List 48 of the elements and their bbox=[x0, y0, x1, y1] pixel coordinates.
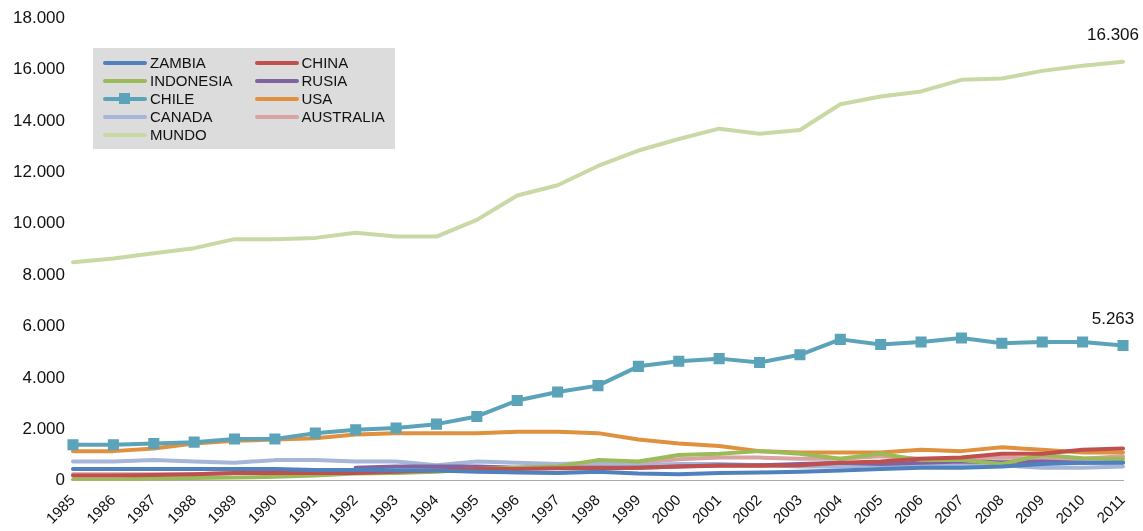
annotation: 16.306 bbox=[1087, 24, 1139, 44]
y-tick-label: 14.000 bbox=[13, 110, 65, 130]
legend-label: AUSTRALIA bbox=[301, 108, 385, 126]
point bbox=[875, 338, 887, 351]
point bbox=[955, 332, 967, 344]
legend-label: CHILE bbox=[149, 90, 195, 108]
point bbox=[430, 418, 442, 430]
point bbox=[1036, 336, 1048, 348]
point bbox=[67, 439, 79, 451]
point bbox=[107, 439, 119, 451]
point bbox=[673, 355, 685, 367]
y-tick-label: 18.000 bbox=[13, 7, 65, 27]
point bbox=[148, 437, 160, 449]
point bbox=[552, 386, 564, 398]
point bbox=[996, 337, 1008, 349]
legend-label: CANADA bbox=[149, 108, 213, 126]
point bbox=[1077, 336, 1089, 348]
point bbox=[592, 380, 604, 392]
annotation: 5.263 bbox=[1091, 308, 1135, 328]
point bbox=[1117, 339, 1129, 351]
point bbox=[188, 436, 200, 448]
point bbox=[229, 433, 241, 445]
legend-label: CHINA bbox=[301, 54, 349, 72]
point bbox=[511, 394, 523, 407]
y-tick-label: 12.000 bbox=[13, 162, 65, 182]
y-tick-label: 8.000 bbox=[22, 264, 65, 284]
legend-label: INDONESIA bbox=[149, 72, 233, 90]
point bbox=[834, 333, 846, 345]
legend-label: ZAMBIA bbox=[149, 54, 206, 72]
y-tick-label: 16.000 bbox=[13, 59, 65, 79]
legend-label: USA bbox=[301, 90, 333, 108]
point bbox=[390, 422, 402, 434]
legend-label: RUSIA bbox=[301, 72, 348, 90]
y-tick-label: 4.000 bbox=[22, 367, 65, 387]
point bbox=[350, 424, 362, 436]
point bbox=[269, 433, 281, 445]
y-tick-label: 6.000 bbox=[22, 316, 65, 336]
y-tick-label: 2.000 bbox=[22, 418, 65, 438]
y-tick-label: 0 bbox=[55, 470, 65, 490]
point bbox=[471, 410, 483, 422]
point bbox=[794, 349, 806, 361]
point bbox=[632, 360, 644, 372]
y-tick-label: 10.000 bbox=[13, 213, 65, 233]
point bbox=[915, 336, 927, 348]
legend-label: MUNDO bbox=[149, 126, 207, 144]
point bbox=[713, 353, 725, 365]
point bbox=[309, 427, 321, 439]
point bbox=[754, 356, 766, 369]
